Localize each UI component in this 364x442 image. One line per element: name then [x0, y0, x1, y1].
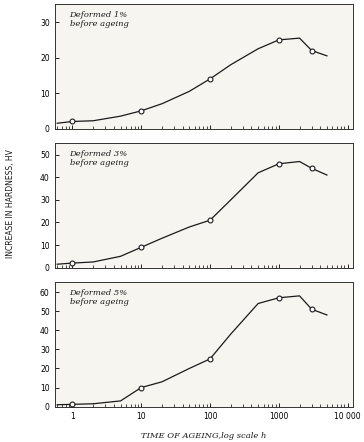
Text: Deformed 1%
before ageing: Deformed 1% before ageing [70, 11, 128, 28]
Text: Deformed 3%
before ageing: Deformed 3% before ageing [70, 150, 128, 167]
Text: TIME OF AGEING,log scale h: TIME OF AGEING,log scale h [141, 432, 266, 440]
Text: INCREASE IN HARDNESS, HV: INCREASE IN HARDNESS, HV [7, 149, 15, 258]
Text: Deformed 5%
before ageing: Deformed 5% before ageing [70, 289, 128, 306]
